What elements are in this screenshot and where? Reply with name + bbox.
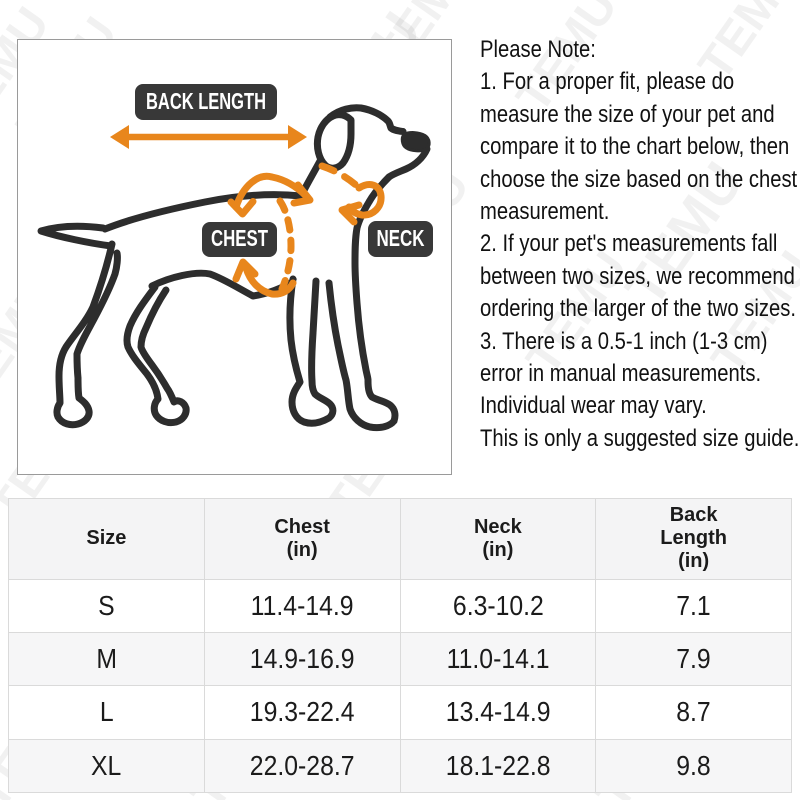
svg-text:BACK LENGTH: BACK LENGTH (146, 88, 266, 114)
svg-text:NECK: NECK (377, 225, 425, 251)
svg-text:CHEST: CHEST (211, 225, 268, 251)
